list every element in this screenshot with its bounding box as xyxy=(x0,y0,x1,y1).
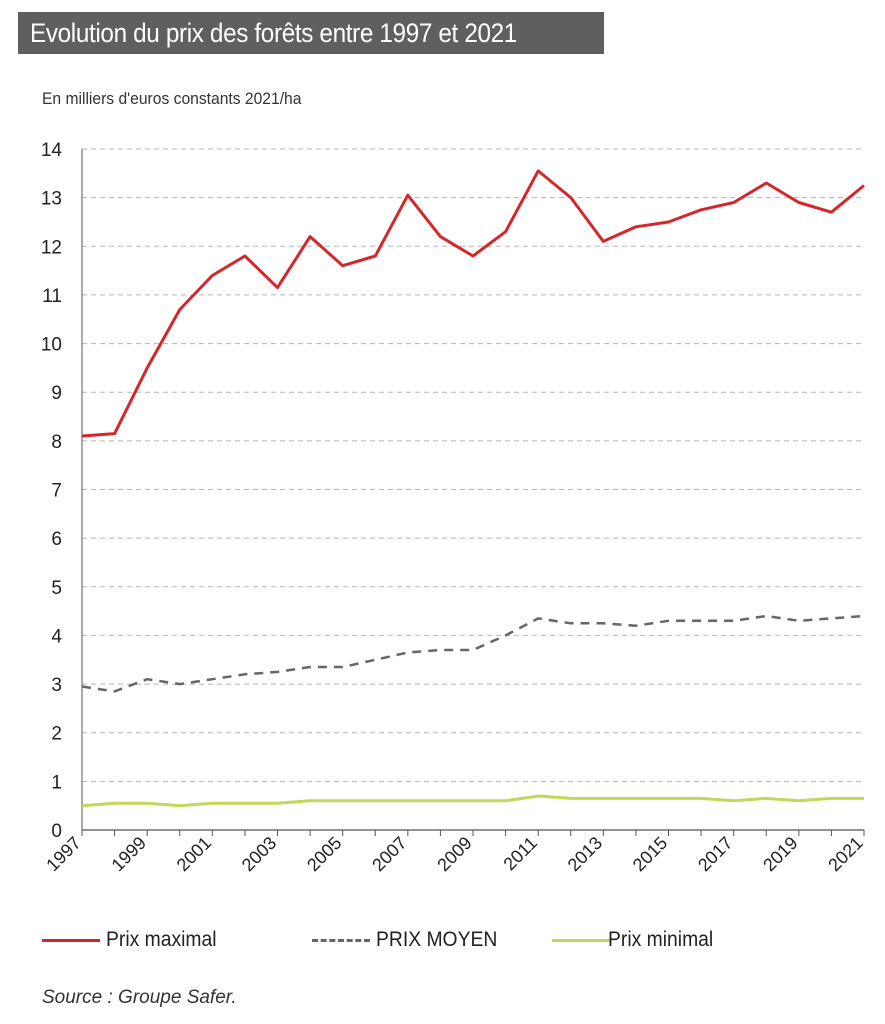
x-tick-label-2017: 2017 xyxy=(694,833,736,875)
legend-swatch-min xyxy=(552,939,610,942)
legend-swatch-moyen xyxy=(312,939,370,942)
y-tick-label-7: 7 xyxy=(51,481,62,502)
y-tick-label-6: 6 xyxy=(51,529,62,550)
y-tick-label-4: 4 xyxy=(51,626,62,647)
legend-label-min: Prix minimal xyxy=(608,928,714,951)
x-tick-label-2019: 2019 xyxy=(759,833,801,875)
series-line-prix-minimal xyxy=(81,794,864,808)
y-tick-label-5: 5 xyxy=(51,578,62,599)
x-tick-label-2021: 2021 xyxy=(824,833,866,875)
y-tick-label-3: 3 xyxy=(51,675,62,696)
chart-title: Evolution du prix des forêts entre 1997 … xyxy=(30,18,517,48)
y-tick-label-10: 10 xyxy=(41,335,62,356)
legend-label-moyen: PRIX MOYEN xyxy=(376,928,498,951)
x-tick-label-2011: 2011 xyxy=(499,833,541,875)
x-tick-label-2003: 2003 xyxy=(238,833,280,875)
source-note: Source : Groupe Safer. xyxy=(42,987,237,1008)
x-tick-label-1999: 1999 xyxy=(108,833,150,875)
y-tick-label-2: 2 xyxy=(51,724,62,745)
y-tick-label-8: 8 xyxy=(51,432,62,453)
y-tick-label-14: 14 xyxy=(41,140,63,161)
legend-label-max: Prix maximal xyxy=(106,928,217,951)
y-axis-unit-label: En milliers d'euros constants 2021/ha xyxy=(42,89,302,108)
chart-title-box: Evolution du prix des forêts entre 1997 … xyxy=(18,12,604,54)
x-tick-label-1997: 1997 xyxy=(42,833,84,875)
x-tick-label-2009: 2009 xyxy=(433,833,475,875)
y-tick-label-0: 0 xyxy=(51,821,62,842)
x-tick-label-2015: 2015 xyxy=(629,833,671,875)
series-line-prix-moyen xyxy=(81,614,865,693)
legend: Prix maximal PRIX MOYEN Prix minimal xyxy=(0,927,885,957)
x-tick-label-2005: 2005 xyxy=(303,833,345,875)
y-tick-label-12: 12 xyxy=(41,237,62,258)
series-line-prix-maximal xyxy=(81,169,865,438)
y-tick-label-1: 1 xyxy=(51,772,62,793)
x-tick-label-2007: 2007 xyxy=(368,833,410,875)
legend-swatch-max xyxy=(42,939,100,942)
x-tick-label-2013: 2013 xyxy=(564,833,606,875)
y-tick-label-9: 9 xyxy=(51,383,62,404)
y-tick-label-11: 11 xyxy=(42,286,62,307)
y-tick-label-13: 13 xyxy=(41,189,62,210)
x-tick-label-2001: 2001 xyxy=(173,833,215,875)
